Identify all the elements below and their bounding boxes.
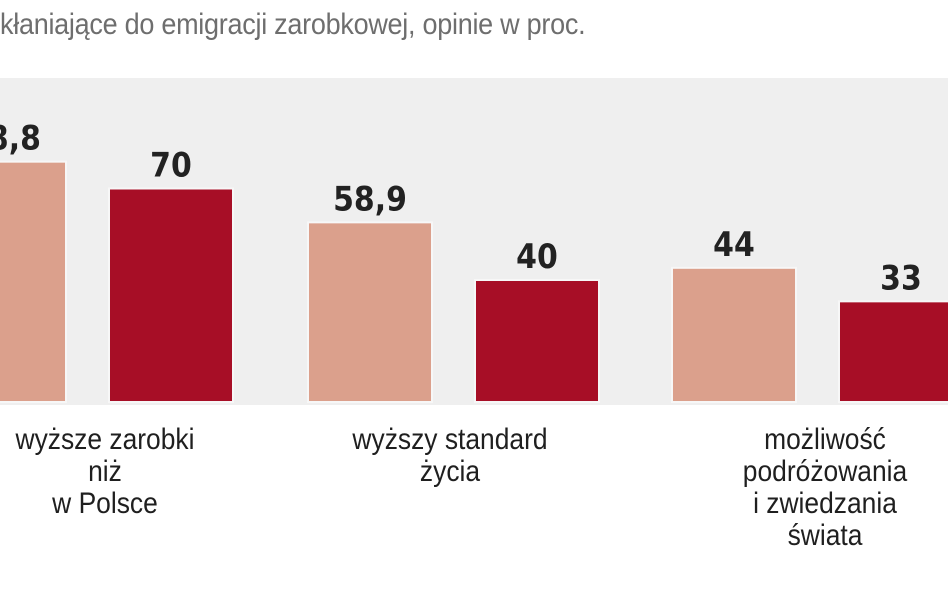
category-label-line: świata <box>787 519 863 552</box>
category-label-line: w Polsce <box>52 487 158 520</box>
data-label-series1-cat1: 78,8 <box>0 118 41 158</box>
bar-series1-cat1 <box>0 160 67 403</box>
category-label-line: podróżowania <box>742 455 908 488</box>
data-label-series1-cat3: 44 <box>713 224 755 264</box>
category-label-3: możliwość podróżowania i zwiedzania świata <box>697 424 948 552</box>
bar-series1-cat3 <box>671 266 797 403</box>
category-label-line: i zwiedzania <box>753 487 897 520</box>
category-label-line: wyższy standard <box>352 423 548 456</box>
bar-series2-cat3 <box>838 300 948 404</box>
data-label-series2-cat3: 33 <box>880 257 922 297</box>
category-label-line: niż <box>88 455 122 488</box>
data-label-series1-cat2: 58,9 <box>333 179 407 219</box>
data-label-series2-cat2: 40 <box>516 236 558 276</box>
category-label-1: wyższe zarobki niż w Polsce <box>4 424 206 520</box>
bar-series2-cat1 <box>108 187 234 403</box>
category-label-2: wyższy standard życia <box>322 424 577 488</box>
bar-series2-cat2 <box>474 279 600 403</box>
category-label-line: życia <box>419 455 481 488</box>
data-label-series2-cat1: 70 <box>150 145 192 185</box>
category-label-line: wyższe zarobki <box>15 423 195 456</box>
category-label-line: możliwość <box>764 423 886 456</box>
bar-series1-cat2 <box>307 221 433 403</box>
chart-subtitle: kłaniające do emigracji zarobkowej, opin… <box>0 8 586 41</box>
